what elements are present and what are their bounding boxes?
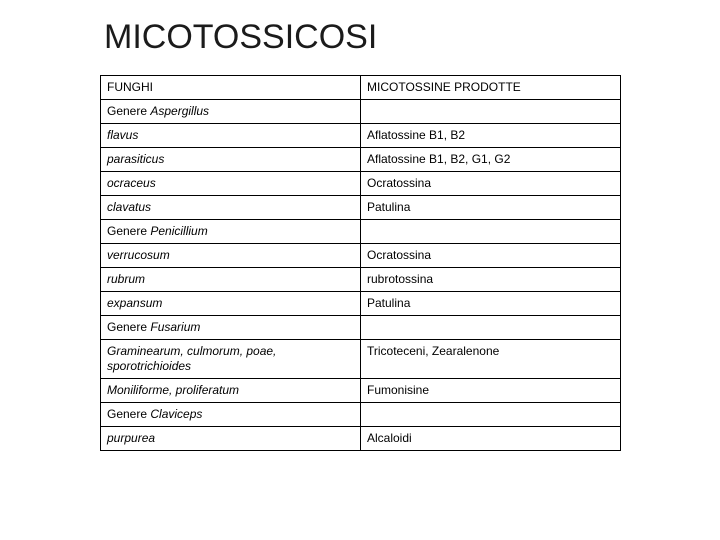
genus-name: Claviceps xyxy=(150,407,202,421)
table-row: rubrum rubrotossina xyxy=(101,268,621,292)
product-cell: Aflatossine B1, B2, G1, G2 xyxy=(361,148,621,172)
species-cell: rubrum xyxy=(101,268,361,292)
table-row: Moniliforme, proliferatum Fumonisine xyxy=(101,379,621,403)
species-cell: Moniliforme, proliferatum xyxy=(101,379,361,403)
species-name: purpurea xyxy=(107,431,155,445)
product-cell: Patulina xyxy=(361,196,621,220)
species-cell: purpurea xyxy=(101,427,361,451)
genus-row-penicillium: Genere Penicillium xyxy=(101,220,621,244)
genus-prefix: Genere xyxy=(107,224,150,238)
table-row: ocraceus Ocratossina xyxy=(101,172,621,196)
genus-row-claviceps: Genere Claviceps xyxy=(101,403,621,427)
genus-cell: Genere Fusarium xyxy=(101,316,361,340)
species-name: flavus xyxy=(107,128,138,142)
genus-name: Aspergillus xyxy=(150,104,209,118)
genus-prefix: Genere xyxy=(107,104,150,118)
genus-cell: Genere Claviceps xyxy=(101,403,361,427)
species-cell: clavatus xyxy=(101,196,361,220)
product-cell: Alcaloidi xyxy=(361,427,621,451)
species-cell: flavus xyxy=(101,124,361,148)
genus-row-fusarium: Genere Fusarium xyxy=(101,316,621,340)
product-cell: Aflatossine B1, B2 xyxy=(361,124,621,148)
genus-name: Penicillium xyxy=(150,224,207,238)
table-row: parasiticus Aflatossine B1, B2, G1, G2 xyxy=(101,148,621,172)
species-name: parasiticus xyxy=(107,152,164,166)
species-name: ocraceus xyxy=(107,176,156,190)
table-row: verrucosum Ocratossina xyxy=(101,244,621,268)
species-name: verrucosum xyxy=(107,248,170,262)
header-funghi: FUNGHI xyxy=(101,76,361,100)
species-name: Moniliforme, proliferatum xyxy=(107,383,239,397)
table-row: expansum Patulina xyxy=(101,292,621,316)
table-row: purpurea Alcaloidi xyxy=(101,427,621,451)
product-cell: Fumonisine xyxy=(361,379,621,403)
genus-cell: Genere Aspergillus xyxy=(101,100,361,124)
species-cell: verrucosum xyxy=(101,244,361,268)
genus-name: Fusarium xyxy=(150,320,200,334)
species-cell: parasiticus xyxy=(101,148,361,172)
species-name: rubrum xyxy=(107,272,145,286)
species-name: Graminearum, culmorum, poae, sporotrichi… xyxy=(107,344,276,373)
genus-row-aspergillus: Genere Aspergillus xyxy=(101,100,621,124)
product-cell: Ocratossina xyxy=(361,244,621,268)
genus-prefix: Genere xyxy=(107,407,150,421)
table-header-row: FUNGHI MICOTOSSINE PRODOTTE xyxy=(101,76,621,100)
genus-cell: Genere Penicillium xyxy=(101,220,361,244)
product-cell: Ocratossina xyxy=(361,172,621,196)
species-cell: ocraceus xyxy=(101,172,361,196)
product-cell: Patulina xyxy=(361,292,621,316)
page-title: MICOTOSSICOSI xyxy=(104,18,680,57)
species-cell: Graminearum, culmorum, poae, sporotrichi… xyxy=(101,340,361,379)
genus-empty-cell xyxy=(361,403,621,427)
slide: MICOTOSSICOSI FUNGHI MICOTOSSINE PRODOTT… xyxy=(0,0,720,540)
product-cell: Tricoteceni, Zearalenone xyxy=(361,340,621,379)
table-row: Graminearum, culmorum, poae, sporotrichi… xyxy=(101,340,621,379)
table-row: flavus Aflatossine B1, B2 xyxy=(101,124,621,148)
table-row: clavatus Patulina xyxy=(101,196,621,220)
genus-empty-cell xyxy=(361,316,621,340)
product-cell: rubrotossina xyxy=(361,268,621,292)
mycotoxin-table: FUNGHI MICOTOSSINE PRODOTTE Genere Asper… xyxy=(100,75,621,451)
species-name: clavatus xyxy=(107,200,151,214)
genus-empty-cell xyxy=(361,220,621,244)
genus-prefix: Genere xyxy=(107,320,150,334)
genus-empty-cell xyxy=(361,100,621,124)
species-cell: expansum xyxy=(101,292,361,316)
header-micotossine: MICOTOSSINE PRODOTTE xyxy=(361,76,621,100)
species-name: expansum xyxy=(107,296,162,310)
